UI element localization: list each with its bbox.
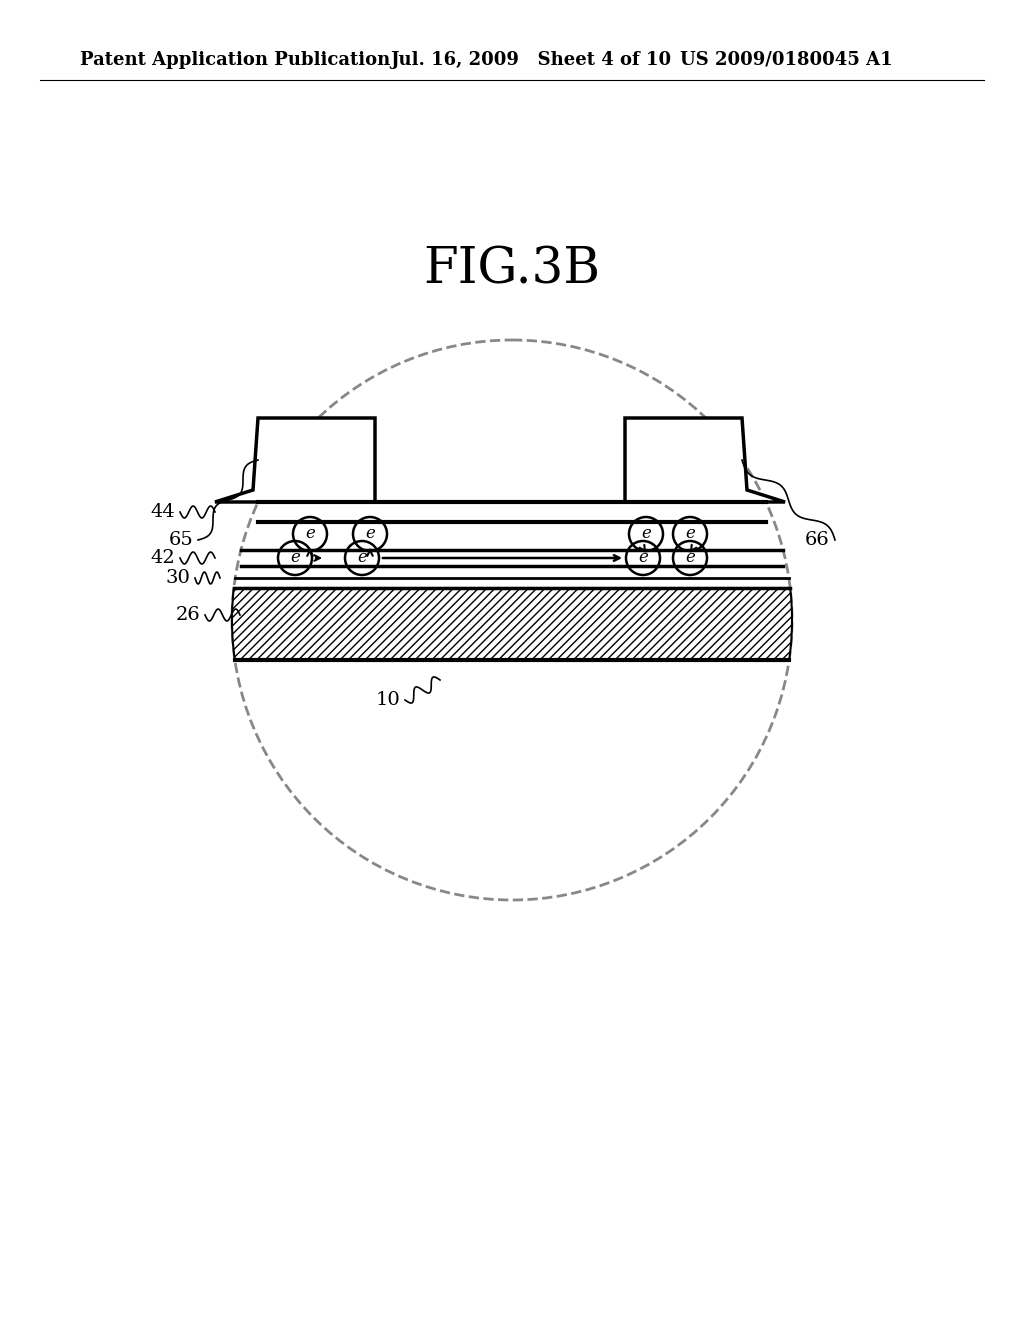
Text: e: e: [305, 525, 315, 543]
Polygon shape: [215, 418, 375, 502]
Text: 44: 44: [151, 503, 175, 521]
Text: 30: 30: [165, 569, 190, 587]
Text: FIG.3B: FIG.3B: [424, 246, 600, 294]
Text: e: e: [357, 549, 367, 566]
Text: 42: 42: [151, 549, 175, 568]
Text: 10: 10: [375, 690, 400, 709]
Text: e: e: [638, 549, 648, 566]
Text: e: e: [290, 549, 300, 566]
Text: e: e: [685, 525, 695, 543]
Polygon shape: [232, 587, 792, 660]
Text: e: e: [366, 525, 375, 543]
Text: e: e: [685, 549, 695, 566]
Text: 65: 65: [168, 531, 193, 549]
Polygon shape: [625, 418, 785, 502]
Text: e: e: [641, 525, 651, 543]
Text: US 2009/0180045 A1: US 2009/0180045 A1: [680, 51, 893, 69]
Text: 26: 26: [175, 606, 200, 624]
Text: Patent Application Publication: Patent Application Publication: [80, 51, 390, 69]
Text: 66: 66: [805, 531, 830, 549]
Text: Jul. 16, 2009   Sheet 4 of 10: Jul. 16, 2009 Sheet 4 of 10: [390, 51, 671, 69]
